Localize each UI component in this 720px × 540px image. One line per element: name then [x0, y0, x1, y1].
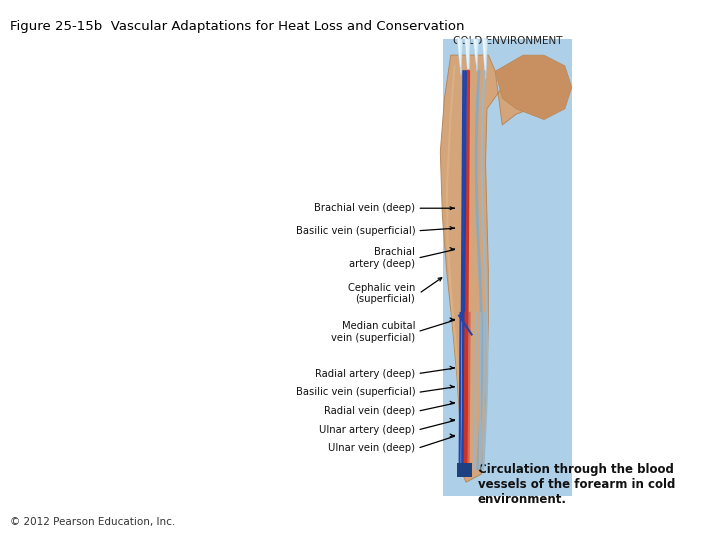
Text: Median cubital
vein (superficial): Median cubital vein (superficial) [331, 321, 415, 342]
Polygon shape [446, 65, 468, 477]
Polygon shape [473, 39, 479, 71]
Text: Circulation through the blood
vessels of the forearm in cold
environment.: Circulation through the blood vessels of… [478, 463, 675, 507]
Text: Ulnar artery (deep): Ulnar artery (deep) [319, 425, 415, 435]
Text: b: b [461, 464, 469, 477]
Polygon shape [464, 39, 470, 83]
Text: Cephalic vein
(superficial): Cephalic vein (superficial) [348, 283, 415, 305]
Text: Figure 25-15b  Vascular Adaptations for Heat Loss and Conservation: Figure 25-15b Vascular Adaptations for H… [10, 20, 465, 33]
Text: Radial vein (deep): Radial vein (deep) [324, 406, 415, 416]
Polygon shape [441, 55, 551, 482]
Polygon shape [458, 39, 460, 68]
Text: Radial artery (deep): Radial artery (deep) [315, 369, 415, 379]
Polygon shape [474, 39, 477, 63]
Polygon shape [482, 39, 485, 71]
Text: Basilic vein (superficial): Basilic vein (superficial) [296, 226, 415, 236]
Polygon shape [457, 39, 462, 76]
Polygon shape [495, 55, 572, 119]
Polygon shape [465, 39, 468, 75]
Text: Brachial vein (deep): Brachial vein (deep) [315, 203, 415, 213]
Polygon shape [443, 39, 572, 496]
Text: COLD ENVIRONMENT: COLD ENVIRONMENT [453, 36, 562, 46]
Text: Ulnar vein (deep): Ulnar vein (deep) [328, 443, 415, 454]
Text: Brachial
artery (deep): Brachial artery (deep) [349, 247, 415, 269]
Text: © 2012 Pearson Education, Inc.: © 2012 Pearson Education, Inc. [10, 517, 176, 527]
FancyBboxPatch shape [457, 463, 472, 477]
Polygon shape [482, 39, 487, 79]
Text: Basilic vein (superficial): Basilic vein (superficial) [296, 388, 415, 397]
